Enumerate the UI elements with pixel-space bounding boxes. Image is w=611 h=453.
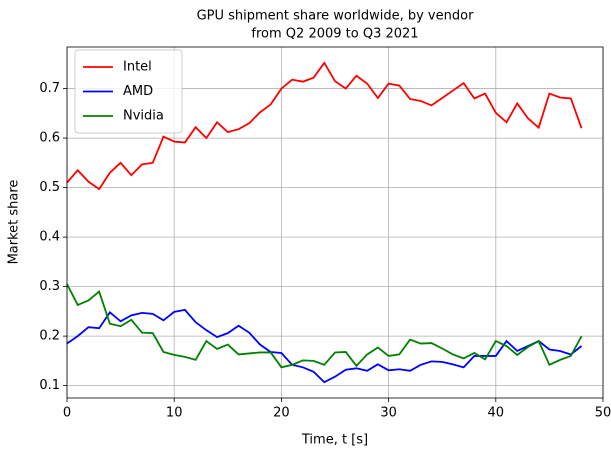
x-tick-label: 40 (488, 406, 505, 421)
plot-frame (66, 46, 604, 399)
x-tick-label: 20 (273, 406, 290, 421)
legend-label: AMD (123, 84, 153, 99)
chart-subtitle: from Q2 2009 to Q3 2021 (251, 27, 418, 42)
y-tick-label: 0.7 (39, 81, 60, 96)
series-line (66, 283, 583, 369)
x-tick-label: 50 (595, 406, 611, 421)
x-tick-label: 0 (63, 406, 71, 421)
y-tick-label: 0.3 (39, 279, 60, 294)
legend-label: Intel (123, 60, 152, 75)
x-tick-label: 30 (380, 406, 397, 421)
x-tick-label: 10 (166, 406, 183, 421)
y-tick-label: 0.5 (39, 180, 60, 195)
x-axis-label: Time, t [s] (301, 433, 368, 448)
chart-title: GPU shipment share worldwide, by vendor (197, 9, 475, 24)
legend-label: Nvidia (123, 109, 164, 124)
series-line (66, 61, 583, 191)
y-tick-label: 0.6 (39, 131, 60, 146)
y-axis-label: Market share (7, 180, 22, 265)
series-line (66, 308, 583, 384)
y-tick-label: 0.2 (39, 329, 60, 344)
legend-box (74, 49, 183, 134)
y-tick-label: 0.1 (39, 378, 60, 393)
y-tick-label: 0.4 (39, 230, 60, 245)
